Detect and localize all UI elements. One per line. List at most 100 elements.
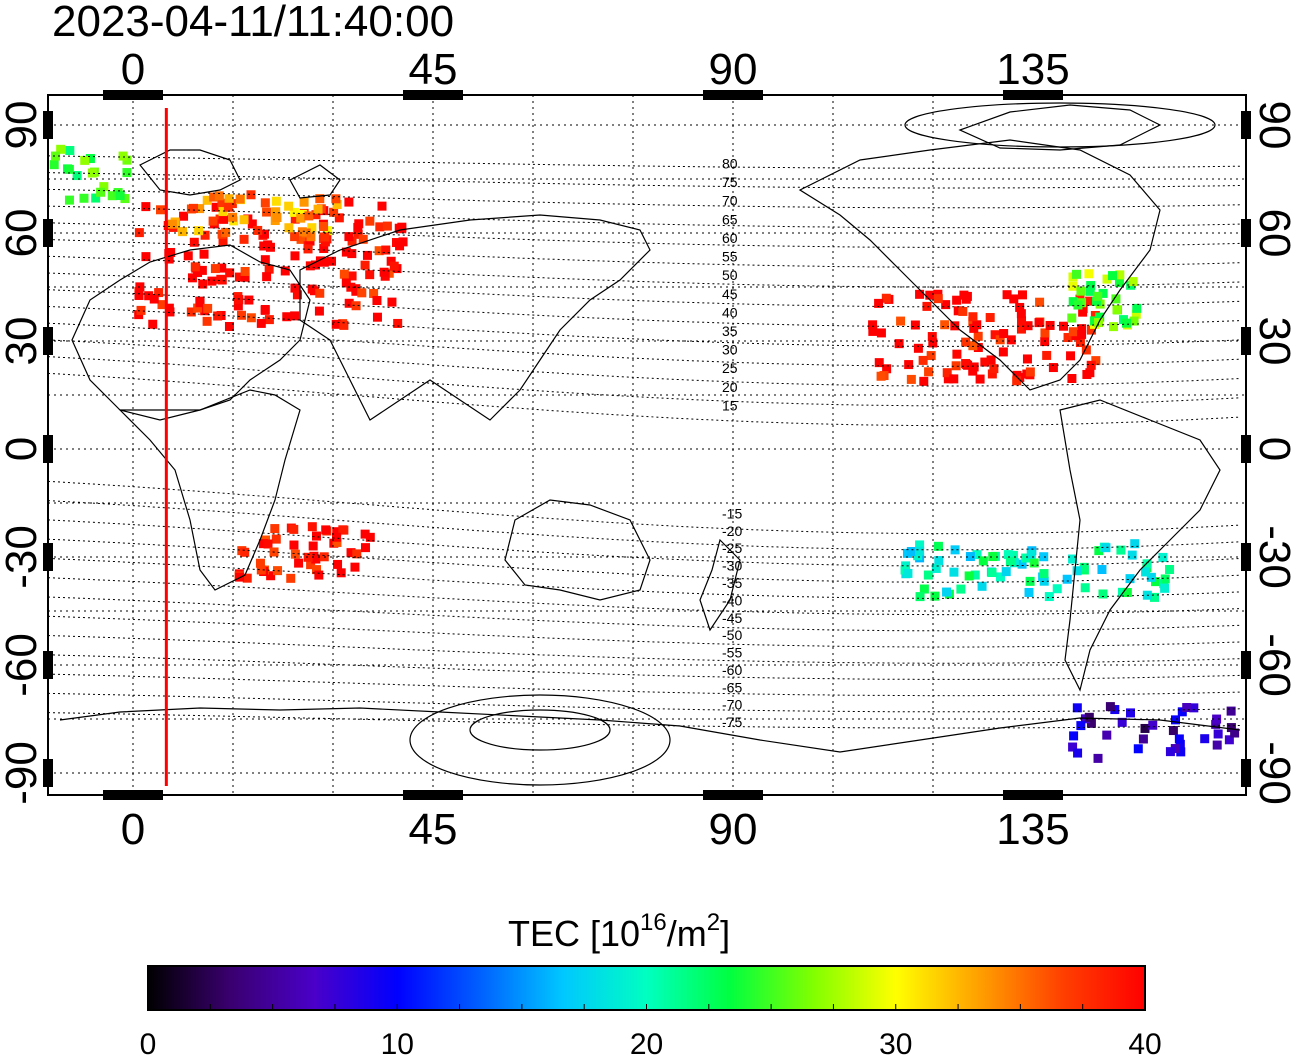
frame-tick <box>1241 435 1251 463</box>
tec-cell <box>350 562 360 572</box>
tec-cell <box>85 154 95 164</box>
tec-cell <box>924 367 934 377</box>
tec-cell <box>237 310 247 320</box>
tec-cell <box>148 319 158 329</box>
tec-cell <box>218 207 228 217</box>
tec-cell <box>1102 730 1112 740</box>
tec-cell <box>259 229 269 239</box>
tec-cell <box>336 568 346 578</box>
right-lat-label: -60 <box>1250 633 1294 697</box>
tec-cell <box>1224 735 1234 745</box>
tec-cell <box>1068 554 1078 564</box>
tec-cell <box>296 234 306 244</box>
tec-cell <box>1067 313 1077 323</box>
tec-cell <box>195 298 205 308</box>
tec-cell <box>239 215 249 225</box>
tec-cell <box>1052 584 1062 594</box>
tec-cell <box>950 545 960 555</box>
tec-cell <box>1158 552 1168 562</box>
tec-cell <box>1127 550 1137 560</box>
tec-cell <box>183 251 193 261</box>
tec-cell <box>1078 307 1088 317</box>
tec-cell <box>1017 316 1027 326</box>
right-lat-label: 60 <box>1250 209 1294 258</box>
tec-cell <box>213 311 223 321</box>
tec-cell <box>195 204 205 214</box>
tec-cell <box>186 307 196 317</box>
tec-cell <box>1212 740 1222 750</box>
bottom-lon-label: 0 <box>121 805 145 854</box>
tec-cell <box>134 290 144 300</box>
tec-cell <box>224 321 234 331</box>
tec-cell <box>50 151 60 161</box>
tec-cell <box>346 548 356 558</box>
frame-tick <box>43 651 53 679</box>
frame-tick <box>703 90 763 100</box>
tec-cell <box>1029 558 1039 568</box>
tec-cell <box>347 271 357 281</box>
tec-cell <box>280 266 290 276</box>
tec-cell <box>1212 714 1222 724</box>
tec-cell <box>1114 278 1124 288</box>
tec-cell <box>246 313 256 323</box>
frame-tick <box>1241 111 1251 139</box>
tec-cell <box>64 195 74 205</box>
tec-cell <box>244 295 254 305</box>
mlat-contour-label: -75 <box>722 714 742 730</box>
frame-tick <box>43 435 53 463</box>
right-lat-label: 90 <box>1250 101 1294 150</box>
frame-tick <box>1241 543 1251 571</box>
tec-cell <box>208 216 218 226</box>
tec-cell <box>239 234 249 244</box>
tec-cell <box>942 587 952 597</box>
tec-cell <box>332 527 342 537</box>
tec-cell <box>995 572 1005 582</box>
mlat-contour-label: 75 <box>722 174 738 190</box>
right-latitude-labels: 90 60 30 0 -30 -60 -90 <box>1250 101 1294 805</box>
tec-cell <box>1189 703 1199 713</box>
tec-cell <box>149 294 159 304</box>
tec-cell <box>1086 360 1096 370</box>
tec-cell <box>314 570 324 580</box>
tec-cell <box>72 171 82 181</box>
tec-cell <box>107 191 117 201</box>
tec-cell <box>218 236 228 246</box>
tec-cell <box>260 198 270 208</box>
tec-cell <box>305 261 315 271</box>
tec-cell <box>1082 369 1092 379</box>
tec-cell <box>344 298 354 308</box>
tec-cell <box>962 291 972 301</box>
tec-cell <box>393 318 403 328</box>
tec-cell <box>942 368 952 378</box>
tec-cell <box>1160 574 1170 584</box>
tec-cell <box>219 214 229 224</box>
top-lon-label: 135 <box>996 45 1069 94</box>
tec-cell <box>246 190 256 200</box>
tec-cell <box>915 540 925 550</box>
tec-cell <box>1086 718 1096 728</box>
tec-cell <box>1006 335 1016 345</box>
tec-cell <box>365 216 375 226</box>
tec-cell <box>240 266 250 276</box>
mlat-contour <box>47 255 1241 288</box>
tec-cell <box>1048 363 1058 373</box>
tec-cell <box>266 571 276 581</box>
mlat-contour <box>47 654 1241 680</box>
tec-cell <box>189 203 199 213</box>
tec-cell <box>284 201 294 211</box>
tec-cell <box>1098 288 1108 298</box>
tec-cell <box>1073 300 1083 310</box>
tec-cell <box>284 223 294 233</box>
colorbar-title-end: ] <box>720 913 730 954</box>
tec-cell <box>1093 291 1103 301</box>
tec-cell <box>353 229 363 239</box>
tec-cell <box>379 267 389 277</box>
tec-cell <box>141 252 151 262</box>
tec-cell <box>968 312 978 322</box>
left-lat-label: 30 <box>0 317 46 366</box>
tec-cell <box>321 525 331 535</box>
tec-cell <box>289 540 299 550</box>
top-lon-label: 90 <box>709 45 758 94</box>
frame-tick <box>1241 651 1251 679</box>
tec-cell <box>154 288 164 298</box>
